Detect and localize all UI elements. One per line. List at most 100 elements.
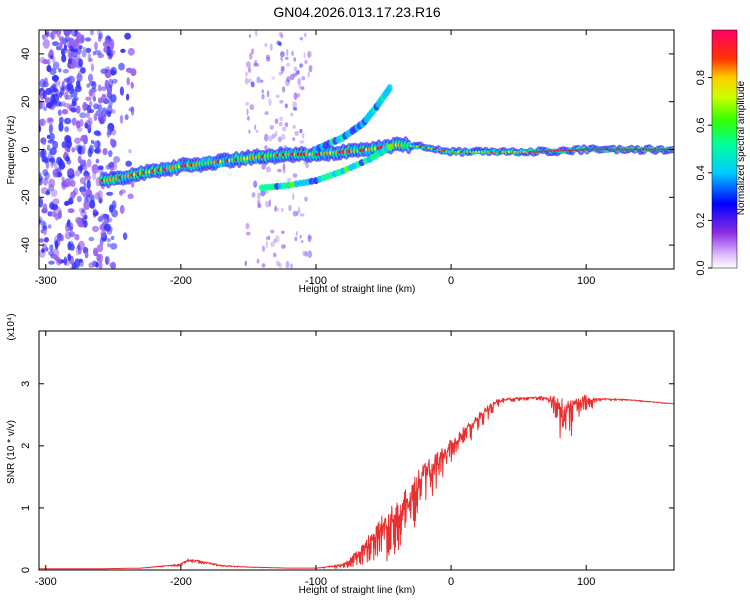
spectrogram-cell <box>103 46 108 53</box>
spectrogram-cell <box>85 194 93 202</box>
spectrogram-cell <box>52 61 60 70</box>
spectrogram-cell <box>296 70 300 75</box>
spectrogram-cell <box>100 68 108 74</box>
spectrogram-cell <box>264 42 268 48</box>
spectrogram-cell <box>77 155 82 164</box>
spectrogram-cell <box>82 160 87 169</box>
spectrogram-cell <box>118 62 125 71</box>
spectrogram-cell <box>52 248 60 258</box>
spectrogram-cell <box>97 84 102 92</box>
spectrogram-cell <box>282 163 286 172</box>
spectrogram-cell <box>245 71 248 77</box>
spectrogram-cell <box>285 260 290 269</box>
spectrogram-cell <box>85 112 90 119</box>
spectrogram-cell <box>77 70 81 81</box>
spectrogram-cell <box>286 62 291 67</box>
spectrogram-cell <box>260 79 264 83</box>
spectrogram-cell <box>299 128 303 134</box>
spectrogram-cell <box>280 57 283 63</box>
spectrogram-cell <box>304 32 307 38</box>
spectrogram-cell <box>131 181 135 188</box>
spectrogram-cell <box>48 260 55 265</box>
spectrogram-cell <box>91 225 100 233</box>
spectrogram-cell <box>88 108 94 114</box>
spectrogram-cell <box>292 137 296 141</box>
spectrogram-cell <box>255 30 258 37</box>
spectrogram-cell <box>285 78 290 87</box>
spectrogram-cell <box>282 126 287 132</box>
spectrogram-cell <box>271 76 275 80</box>
spectrogram-cell <box>71 97 77 104</box>
spectrogram-cell <box>55 80 61 87</box>
spectrogram-cell <box>50 162 54 168</box>
spectrogram-cell <box>292 193 295 201</box>
spectrogram-marks <box>39 30 674 269</box>
snr-y-tick-label: 1 <box>20 505 32 511</box>
spectrogram-cell <box>43 177 48 186</box>
spectrogram-cell <box>119 86 124 96</box>
spectrogram-cell <box>59 41 63 49</box>
spectrogram-cell <box>74 233 80 241</box>
spectrogram-cell <box>90 139 95 145</box>
spectrogram-cell <box>67 208 75 214</box>
spectrogram-cell <box>46 65 51 72</box>
spectrogram-cell <box>64 200 69 206</box>
spectrogram-cell <box>80 134 88 143</box>
spectrogram-cell <box>76 195 82 203</box>
spectrogram-cell <box>89 100 93 108</box>
spectrogram-cell <box>386 143 393 151</box>
spectrogram-cell <box>68 197 74 205</box>
spectrogram-cell <box>268 135 273 142</box>
spectrogram-cell <box>292 72 298 77</box>
spectrogram-cell <box>85 96 92 102</box>
spectrogram-cell <box>46 31 50 37</box>
spectrogram-cell <box>270 229 275 234</box>
snr-x-axis-title: Height of straight line (km) <box>299 585 416 596</box>
spectrogram-cell <box>126 77 130 86</box>
spectrogram-cell <box>69 231 75 238</box>
spectrogram-cell <box>93 130 101 136</box>
spectrogram-cell <box>78 58 84 68</box>
spectrogram-cell <box>256 76 261 84</box>
spectrogram-cell <box>248 78 253 84</box>
spectrogram-cell <box>257 199 261 204</box>
spectrogram-cell <box>66 168 74 176</box>
spectrogram-cell <box>105 109 112 115</box>
spectrogram-cell <box>72 189 77 196</box>
spectrogram-cell <box>63 44 68 51</box>
spectrogram-cell <box>294 236 298 242</box>
spectrogram-cell <box>39 78 46 88</box>
spectrogram-cell <box>78 45 83 50</box>
spectrogram-cell <box>279 100 284 104</box>
spectrogram-y-tick-label: -40 <box>20 237 32 253</box>
spectrogram-cell <box>104 255 110 265</box>
spectrogram-cell <box>55 257 62 266</box>
spectrogram-cell <box>264 145 268 151</box>
spectrogram-y-tick-label: -20 <box>20 189 32 205</box>
spectrogram-cell <box>57 109 62 116</box>
spectrogram-cell <box>261 164 266 170</box>
spectrogram-cell <box>51 41 60 47</box>
spectrogram-cell <box>262 245 265 252</box>
spectrogram-cell <box>285 56 289 60</box>
spectrogram-cell <box>276 40 282 45</box>
spectrogram-cell <box>113 156 121 163</box>
spectrogram-cell <box>66 102 71 110</box>
spectrogram-cell <box>124 32 131 40</box>
spectrogram-cell <box>59 85 67 90</box>
spectrogram-cell <box>79 112 87 119</box>
spectrogram-cell <box>51 56 56 63</box>
spectrogram-cell <box>274 205 277 212</box>
spectrogram-cell <box>280 51 285 58</box>
spectrogram-cell <box>64 117 72 125</box>
spectrogram-cell <box>50 189 58 198</box>
spectrogram-cell <box>282 170 286 174</box>
spectrogram-cell <box>275 130 278 137</box>
spectrogram-cell <box>61 54 67 63</box>
spectrogram-cell <box>110 66 117 76</box>
spectrogram-cell <box>42 168 49 177</box>
spectrogram-cell <box>85 47 92 54</box>
spectrogram-cell <box>49 55 54 60</box>
spectrogram-cell <box>247 116 250 121</box>
